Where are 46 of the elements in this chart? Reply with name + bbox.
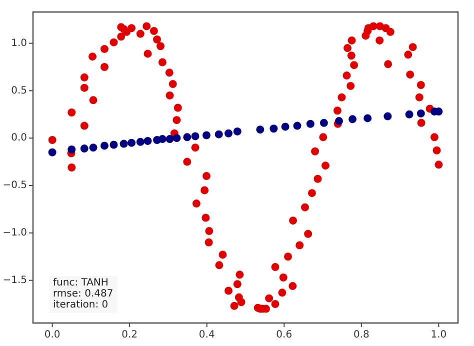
y-tick-label: 0.0 (11, 132, 27, 144)
x-tick-label: 0.8 (353, 330, 370, 341)
annotation: iteration: 0 (53, 300, 108, 311)
point (416, 109, 425, 118)
annotation: rmse: 0.487 (53, 288, 114, 300)
point (158, 135, 166, 144)
point (48, 148, 56, 156)
point (136, 138, 144, 146)
x-tick-label: 0.4 (198, 330, 215, 341)
point (214, 130, 223, 138)
point (281, 122, 290, 131)
point (166, 135, 174, 144)
point (306, 120, 314, 128)
y-tick-label: −1.5 (2, 274, 27, 286)
annotation: func: TANH (53, 278, 108, 289)
point (80, 144, 88, 153)
x-tick-label: 1.0 (430, 330, 447, 341)
point (233, 127, 242, 136)
point (384, 112, 392, 120)
point (202, 131, 210, 140)
point (320, 118, 328, 127)
point (144, 136, 152, 145)
y-tick-label: 0.5 (11, 85, 27, 96)
y-tick-label: 1.0 (11, 38, 27, 49)
point (405, 110, 414, 118)
point (270, 124, 278, 133)
point (128, 138, 136, 147)
point (348, 115, 357, 124)
point (224, 129, 232, 138)
point (293, 122, 302, 130)
point (256, 126, 264, 134)
point (364, 114, 372, 122)
x-tick-label: 0.6 (276, 330, 292, 341)
point (110, 140, 118, 149)
y-tick-label: −1.0 (2, 228, 27, 239)
point (100, 142, 108, 150)
y-tick-label: −0.5 (2, 180, 27, 192)
point (191, 132, 200, 140)
x-tick-label: 0.2 (122, 330, 138, 341)
point (172, 134, 181, 142)
point (183, 133, 192, 142)
point (120, 140, 128, 148)
x-tick-label: 0.0 (44, 330, 60, 341)
point (68, 145, 76, 154)
point (89, 144, 98, 152)
point (335, 117, 343, 126)
